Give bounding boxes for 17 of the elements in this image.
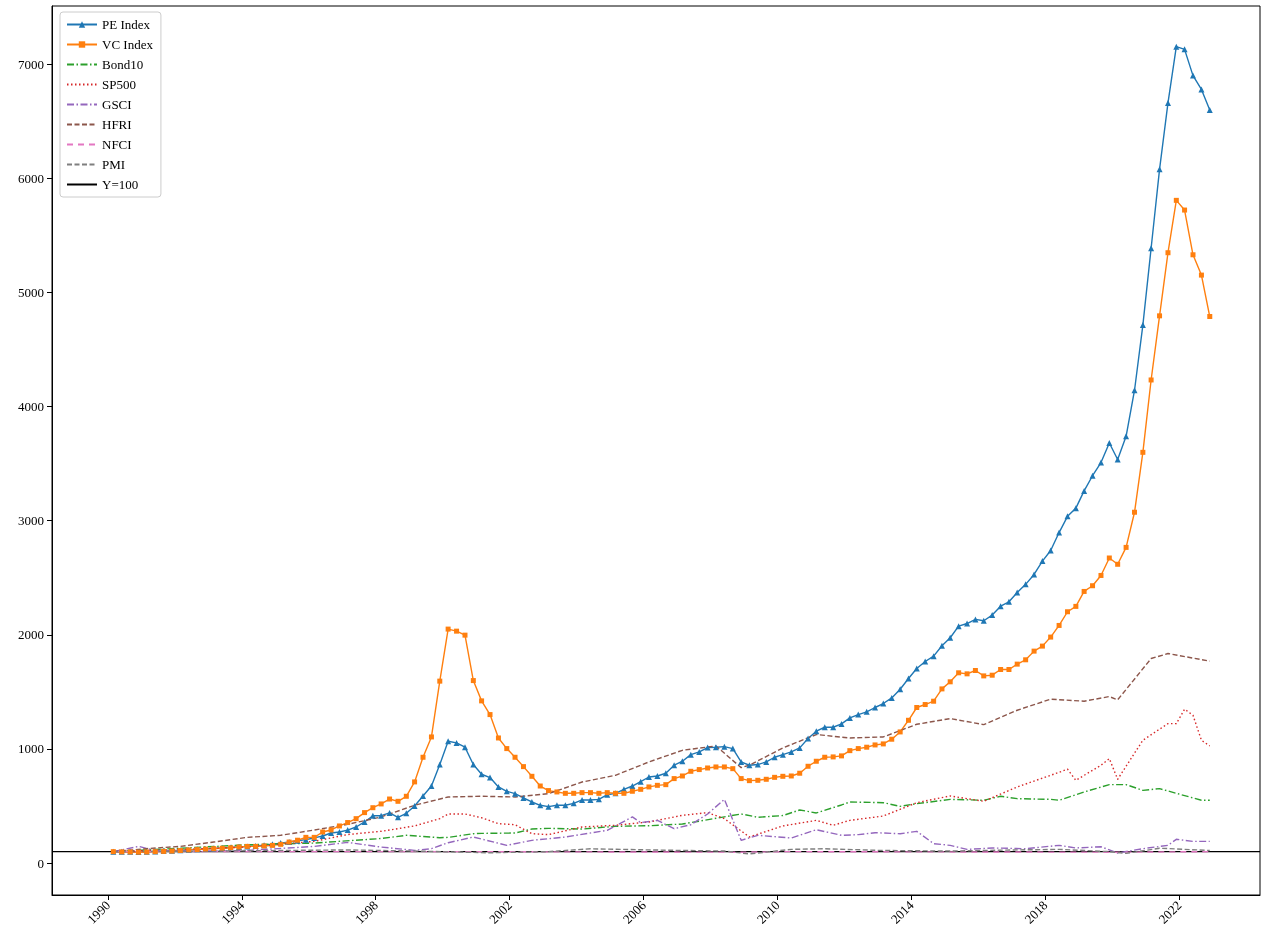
y-tick-label: 2000 <box>18 627 44 643</box>
y-tick-label: 5000 <box>18 284 44 300</box>
legend-label: PMI <box>102 157 126 172</box>
legend-label: PE Index <box>102 17 151 32</box>
y-tick-label: 3000 <box>18 513 44 529</box>
legend-label: VC Index <box>102 37 154 52</box>
legend-label: NFCI <box>102 137 132 152</box>
legend-label: Y=100 <box>102 177 139 192</box>
legend-label: Bond10 <box>102 57 144 72</box>
y-tick-label: 6000 <box>18 170 44 186</box>
legend-label: SP500 <box>102 77 136 92</box>
legend-label: HFRI <box>102 117 132 132</box>
legend-label: GSCI <box>102 97 132 112</box>
y-tick-label: 4000 <box>18 399 44 415</box>
y-tick-label: 7000 <box>18 56 44 72</box>
y-tick-label: 0 <box>37 855 44 871</box>
y-tick-label: 1000 <box>18 741 44 757</box>
